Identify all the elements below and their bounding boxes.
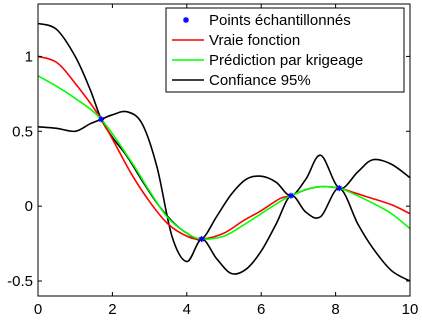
legend-label: Points échantillonnés: [209, 12, 351, 29]
y-tick-label: 0.5: [12, 123, 33, 140]
legend-label: Vraie fonction: [209, 32, 300, 49]
sample-point: [287, 192, 294, 199]
sample-point: [98, 116, 105, 123]
points-layer: [98, 116, 343, 243]
legend-entry: Points échantillonnés: [183, 12, 351, 29]
legend-label: Confiance 95%: [209, 72, 311, 89]
legend: Points échantillonnés Vraie fonction Prédi…: [165, 7, 405, 93]
legend-box: [165, 7, 405, 93]
x-tick-label: 6: [257, 301, 265, 318]
y-tick-label: 1: [25, 48, 33, 65]
axes-box: [37, 3, 411, 297]
y-tick-label: 0: [25, 198, 33, 215]
x-tick-label: 2: [108, 301, 116, 318]
x-tick-label: 8: [331, 301, 339, 318]
y-tick-label: -0.5: [7, 273, 33, 290]
x-tick-label: 4: [183, 301, 191, 318]
sample-point: [336, 185, 343, 192]
legend-entry: Vraie fonction: [172, 32, 300, 49]
ticks-layer: 0 2 4 6 8 10-0.500.51: [7, 4, 418, 318]
legend-label: Prédiction par krigeage: [209, 52, 363, 69]
x-tick-label: 10: [402, 301, 419, 318]
legend-entry: Confiance 95%: [172, 72, 311, 89]
series-line-confiance-95-inf: [38, 110, 410, 282]
legend-entry: Prédiction par krigeage: [172, 52, 363, 69]
series-line-vraie-fonction: [38, 55, 410, 241]
sample-point: [198, 236, 205, 243]
series-line-pr-diction-par-krigeage: [38, 75, 410, 241]
x-tick-label: 0: [34, 301, 42, 318]
